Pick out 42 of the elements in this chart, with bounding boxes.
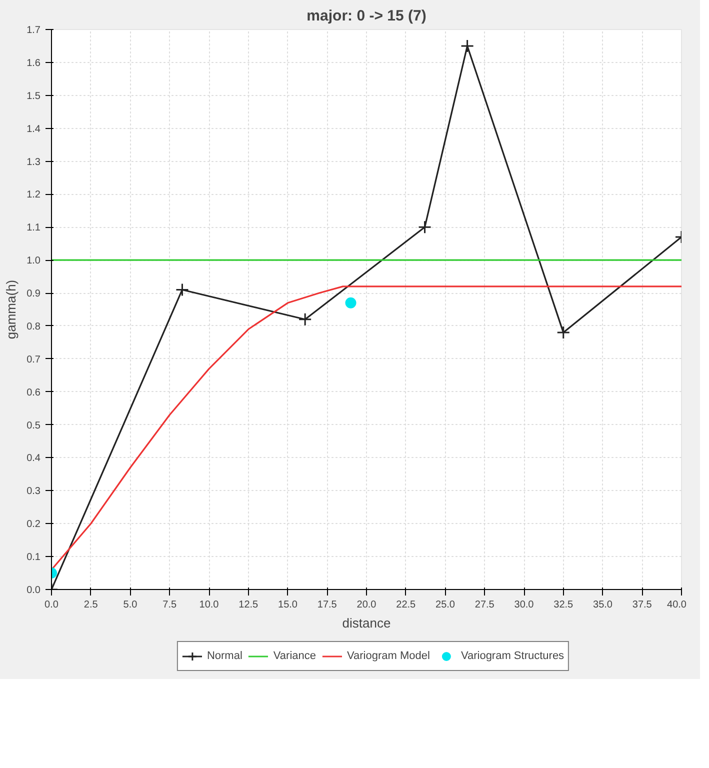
legend-label: Variogram Model [347,650,430,662]
x-tick-label: 22.5 [396,600,416,610]
x-axis-title: distance [342,616,391,630]
y-tick-label: 0.8 [26,321,41,332]
y-tick-label: 0.9 [26,288,41,300]
x-tick-label: 0.0 [44,600,59,610]
x-tick-label: 7.5 [162,600,178,610]
y-tick-label: 0.3 [26,486,41,498]
y-tick-label: 0.2 [26,519,41,530]
x-tick-label: 17.5 [317,600,338,610]
y-tick-label: 0.4 [26,453,41,464]
y-tick-label: 0.6 [26,387,41,398]
x-tick-label: 30.0 [514,600,534,610]
chart-title: major: 0 -> 15 (7) [306,8,426,24]
legend-label: Normal [206,650,242,662]
y-tick-label: 1.5 [26,90,41,102]
y-tick-label: 0.0 [26,585,41,596]
y-axis-title: gamma(h) [4,280,19,340]
x-tick-label: 5.0 [123,600,138,610]
y-tick-label: 0.1 [26,552,41,564]
x-tick-label: 2.5 [84,600,98,610]
legend-label: Variogram Structures [460,650,564,662]
x-tick-label: 40.0 [667,600,687,610]
x-tick-label: 20.0 [356,600,377,610]
y-tick-label: 1.6 [26,58,41,69]
x-tick-label: 10.0 [199,600,220,610]
y-tick-label: 1.3 [26,156,41,168]
y-tick-label: 1.7 [26,25,41,36]
y-tick-label: 1.0 [26,256,41,267]
x-tick-label: 35.0 [593,600,613,610]
legend-label: Variance [273,650,316,662]
y-tick-label: 1.1 [26,222,41,234]
y-tick-label: 1.2 [26,190,41,201]
x-tick-label: 32.5 [554,600,574,610]
y-tick-label: 1.4 [26,124,41,135]
y-tick-label: 0.7 [26,354,41,366]
x-tick-label: 27.5 [474,600,495,610]
x-tick-label: 37.5 [632,600,652,610]
x-tick-label: 12.5 [238,600,259,610]
y-tick-label: 0.5 [26,420,41,432]
x-tick-label: 25.0 [436,600,456,610]
x-tick-label: 15.0 [278,600,298,610]
